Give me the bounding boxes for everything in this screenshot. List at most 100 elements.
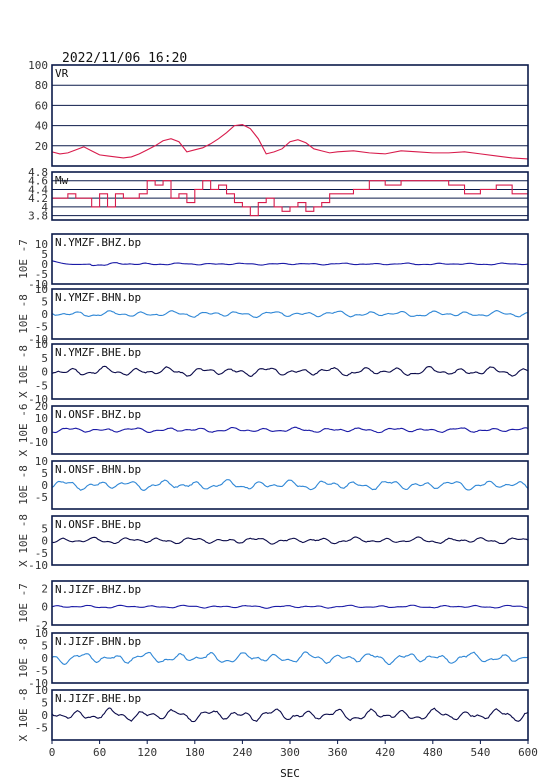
chart-panels: 20406080100VR3.844.24.44.64.8Mw-10-50510… [17, 59, 529, 742]
y-tick-label: -10 [28, 278, 48, 291]
waveform-line [51, 309, 529, 319]
y-tick-label: 10 [35, 412, 48, 425]
y-tick-label: 4.4 [28, 183, 48, 196]
waveform-line [51, 707, 529, 723]
y-tick-label: 0 [41, 479, 48, 492]
y-tick-label: 5 [41, 697, 48, 710]
y-tick-label: 3.8 [28, 210, 48, 223]
y-tick-label: 0 [41, 709, 48, 722]
y-tick-label: 0 [41, 366, 48, 379]
y-tick-label: 10 [35, 684, 48, 697]
y-unit-label: 10E -8 [17, 638, 30, 678]
panel-frame [51, 405, 529, 455]
y-tick-label: 60 [35, 99, 48, 112]
panel-mw: 3.844.24.44.64.8 Mw [28, 166, 529, 223]
y-tick-label: 5 [41, 467, 48, 480]
panel-frame [51, 233, 529, 285]
y-unit-label: X 10E -8 [17, 345, 30, 398]
y-tick-label: 0 [41, 308, 48, 321]
y-unit-label: 10E -7 [17, 239, 30, 279]
x-tick-label: 60 [93, 746, 106, 759]
panel-vr: 20 40 60 80 100 VR [28, 59, 529, 167]
y-tick-label: 2 [41, 582, 48, 595]
panel-n-jizf-bhz-bp: -2 0 2 10E -7 N.JIZF.BHZ.bp [17, 580, 529, 632]
panel-name: N.JIZF.BHE.bp [55, 692, 141, 705]
y-tick-label: -10 [28, 559, 48, 572]
panel-n-onsf-bhe-bp: -10-505 X 10E -8 N.ONSF.BHE.bp [17, 514, 529, 572]
panel-name: N.JIZF.BHN.bp [55, 635, 141, 648]
x-tick-label: 180 [185, 746, 205, 759]
y-tick-label: 10 [35, 238, 48, 251]
y-unit-label: 10E -7 [17, 583, 30, 623]
panel-frame [51, 632, 529, 684]
y-tick-label: -5 [35, 722, 48, 735]
y-tick-label: 20 [35, 400, 48, 413]
y-tick-label: -5 [35, 379, 48, 392]
x-tick-label: 540 [470, 746, 490, 759]
y-tick-label: 100 [28, 59, 48, 72]
y-tick-label: 4 [41, 201, 48, 214]
y-tick-label: 20 [35, 140, 48, 153]
y-tick-label: 10 [35, 627, 48, 640]
waveform-line [51, 479, 529, 492]
waveform-line [51, 260, 529, 267]
y-tick-label: 10 [35, 283, 48, 296]
panel-name: VR [55, 67, 69, 80]
panel-frame [51, 515, 529, 566]
y-tick-label: 4.2 [28, 192, 48, 205]
x-tick-label: 360 [328, 746, 348, 759]
panel-frame [51, 343, 529, 400]
waveform-line [51, 651, 529, 666]
y-tick-label: 4.8 [28, 166, 48, 179]
x-axis-label: SEC [280, 767, 300, 780]
y-tick-label: -10 [28, 677, 48, 690]
y-tick-label: 40 [35, 120, 48, 133]
x-tick-label: 0 [49, 746, 56, 759]
series-line [52, 180, 529, 217]
y-tick-label: -5 [35, 321, 48, 334]
y-tick-label: -10 [28, 436, 48, 449]
y-tick-label: -5 [35, 547, 48, 560]
y-tick-label: 0 [41, 535, 48, 548]
y-tick-label: -10 [28, 393, 48, 406]
panel-name: N.YMZF.BHZ.bp [55, 236, 141, 249]
x-tick-label: 300 [280, 746, 300, 759]
panel-name: N.JIZF.BHZ.bp [55, 583, 141, 596]
y-tick-label: 4.6 [28, 175, 48, 188]
x-tick-label: 240 [232, 746, 252, 759]
y-tick-label: -5 [35, 268, 48, 281]
x-tick-label: 420 [375, 746, 395, 759]
panel-frame [51, 288, 529, 340]
y-tick-label: 0 [41, 601, 48, 614]
panel-frame [51, 460, 529, 510]
y-tick-label: 5 [41, 296, 48, 309]
y-tick-label: 0 [41, 652, 48, 665]
panel-frame [51, 64, 529, 167]
y-tick-label: 80 [35, 79, 48, 92]
x-tick-label: 600 [518, 746, 538, 759]
panel-frame [51, 171, 529, 221]
waveform-line [51, 604, 529, 609]
series-line [51, 124, 529, 160]
panel-name: N.YMZF.BHN.bp [55, 291, 141, 304]
y-tick-label: -10 [28, 333, 48, 346]
y-tick-label: -2 [35, 619, 48, 632]
y-tick-label: 0 [41, 424, 48, 437]
y-tick-label: 5 [41, 640, 48, 653]
waveform-line [51, 365, 529, 377]
y-unit-label: X 10E -8 [17, 689, 30, 742]
y-unit-label: 10E -8 [17, 294, 30, 334]
y-tick-label: 0 [41, 258, 48, 271]
y-unit-label: X 10E -8 [17, 514, 30, 567]
panel-name: N.ONSF.BHZ.bp [55, 408, 141, 421]
panel-name: N.YMZF.BHE.bp [55, 346, 141, 359]
y-tick-label: 10 [35, 455, 48, 468]
x-tick-label: 120 [137, 746, 157, 759]
panel-name: N.ONSF.BHE.bp [55, 518, 141, 531]
waveform-line [51, 536, 529, 545]
